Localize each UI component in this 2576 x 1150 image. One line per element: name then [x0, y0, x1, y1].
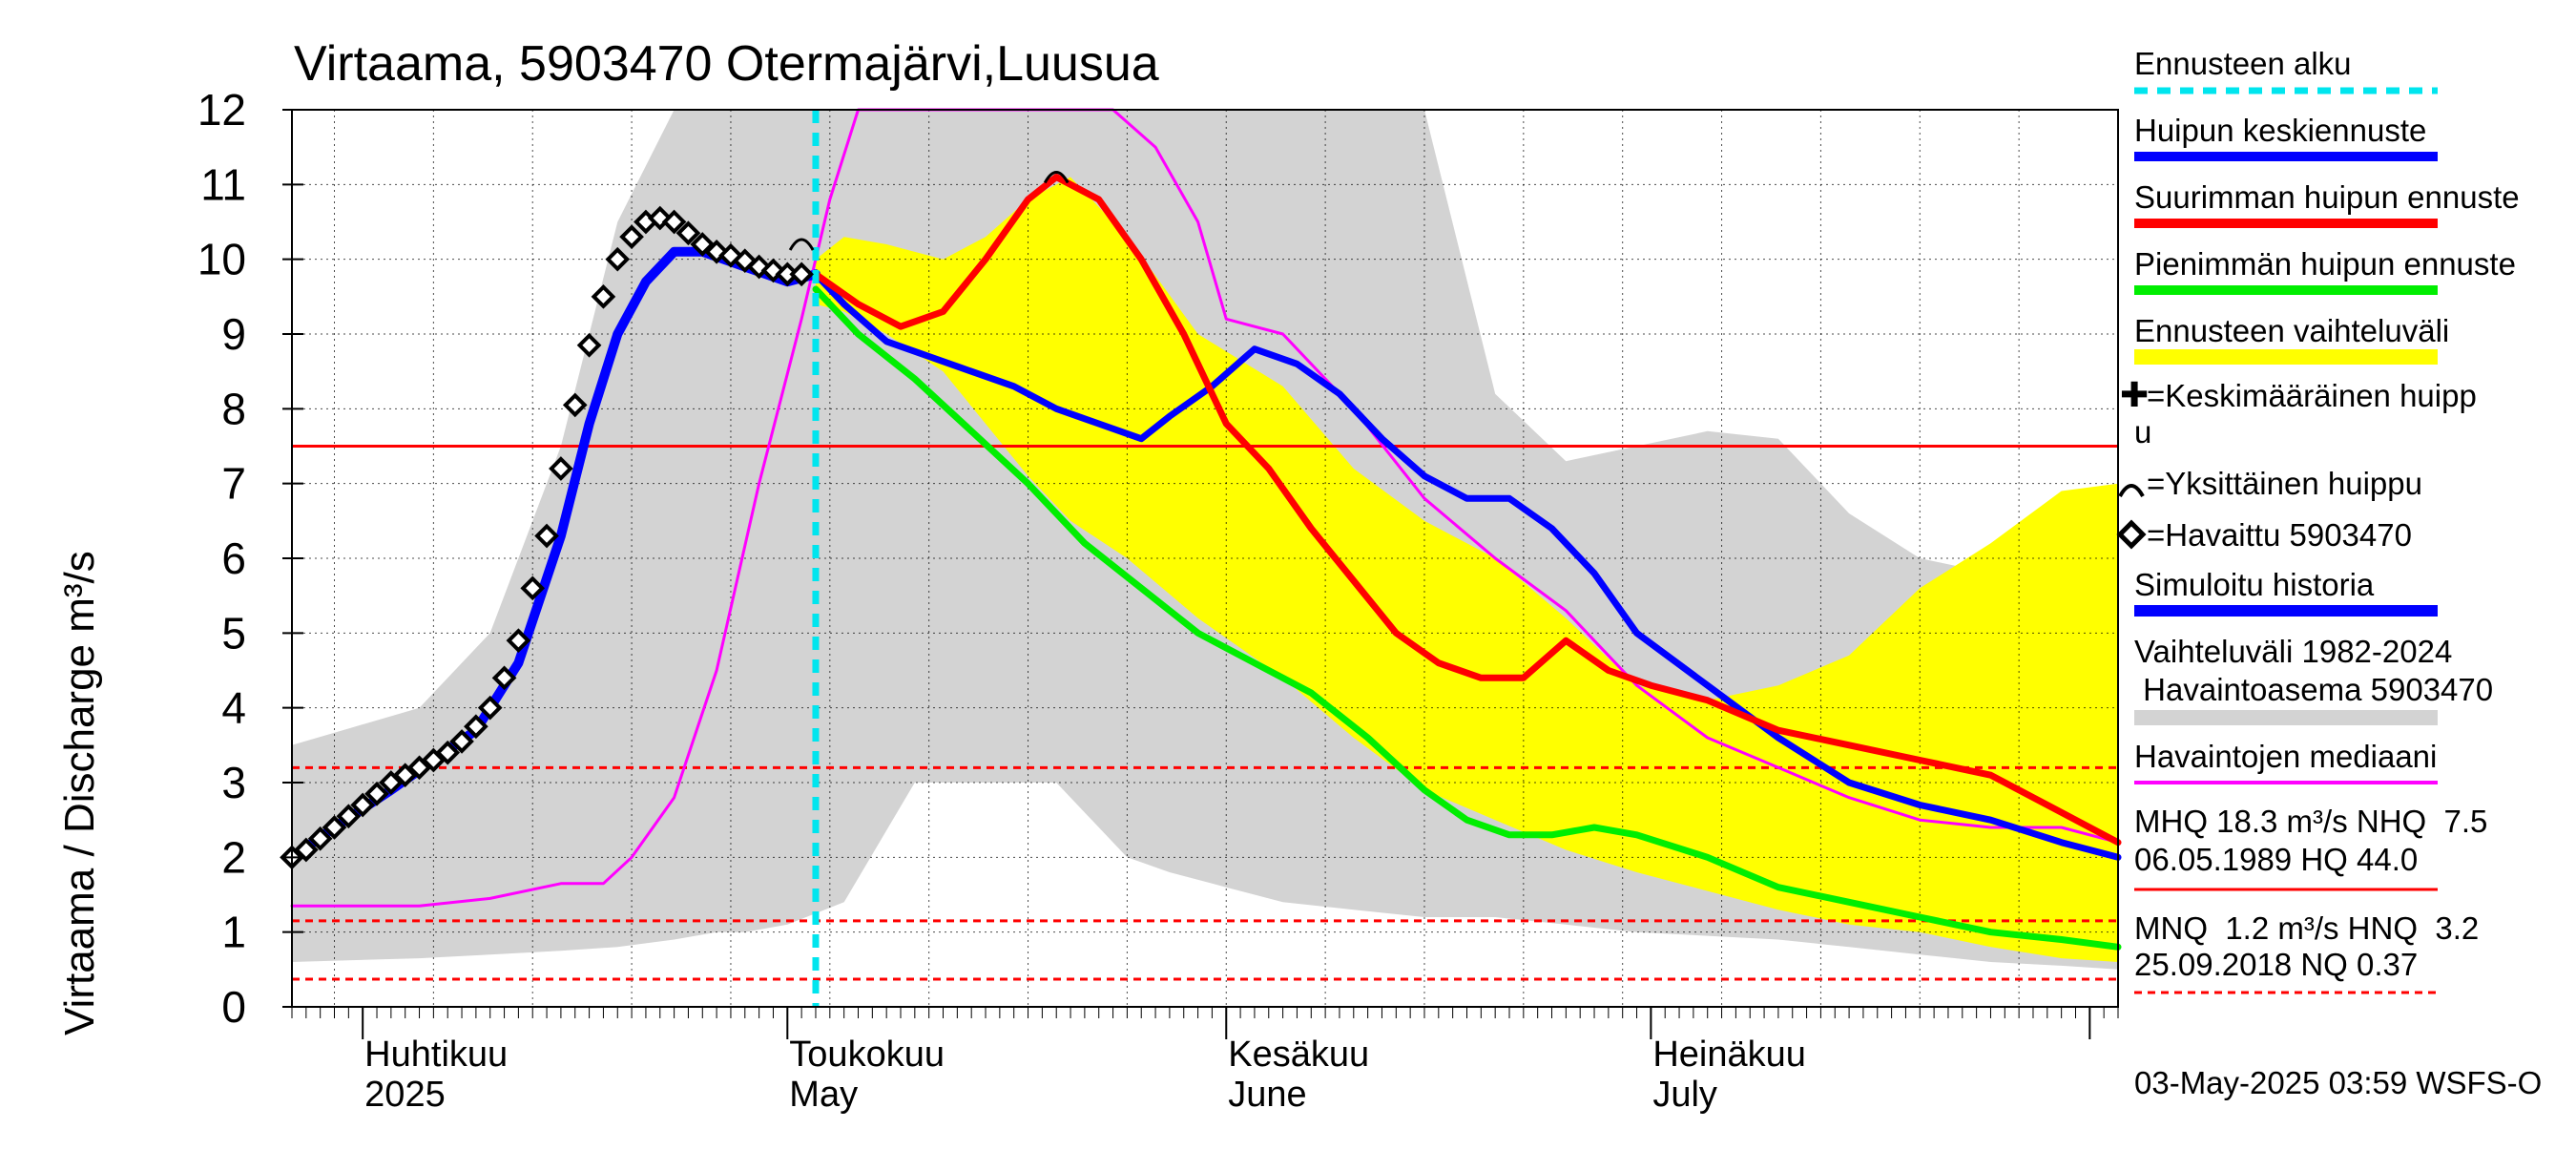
- observed-point: [477, 695, 503, 721]
- observed-point: [605, 246, 631, 272]
- legend-mean-peak-l1: =Keskimääräinen huipp: [2147, 378, 2477, 413]
- observed-point: [549, 456, 573, 481]
- x-tick-sublabel: July: [1652, 1075, 1717, 1115]
- series-huipun-keskiennuste: [812, 270, 2122, 861]
- legend-label-3: Pienimmän huipun ennuste: [2134, 246, 2516, 282]
- chart-title: Virtaama, 5903470 Otermajärvi,Luusua: [294, 36, 1159, 92]
- observed-point: [435, 740, 461, 765]
- legend-median: Havaintojen mediaani: [2134, 739, 2437, 774]
- y-tick-label: 12: [197, 85, 246, 135]
- y-tick-label: 0: [221, 982, 246, 1032]
- legend-label-2: Suurimman huipun ennuste: [2134, 179, 2520, 215]
- legend-label-4: Ennusteen vaihteluväli: [2134, 313, 2449, 348]
- observed-point: [562, 392, 588, 418]
- legend-label-1: Huipun keskiennuste: [2134, 113, 2426, 148]
- observed-point: [491, 665, 517, 691]
- peak-arc-icon: [2118, 484, 2145, 498]
- observed-point: [534, 523, 559, 549]
- y-tick-label: 11: [200, 159, 246, 209]
- diamond-icon: [2116, 519, 2147, 550]
- legend-observed: =Havaittu 5903470: [2147, 517, 2412, 553]
- observed-point: [576, 332, 602, 358]
- x-tick-label: Kesäkuu: [1228, 1035, 1369, 1075]
- x-tick-label: Huhtikuu: [364, 1035, 508, 1075]
- y-tick-label: 2: [221, 832, 246, 882]
- y-tick-label: 10: [197, 235, 246, 284]
- observed-point: [520, 575, 546, 601]
- legend-single-peak: =Yksittäinen huippu: [2147, 466, 2422, 501]
- legend-stats1-l1: MHQ 18.3 m³/s NHQ 7.5: [2134, 804, 2487, 839]
- observation-markers: [280, 171, 1070, 870]
- observed-point: [336, 804, 362, 829]
- legend-stats1-l2: 06.05.1989 HQ 44.0: [2134, 842, 2418, 877]
- observed-point: [322, 815, 347, 840]
- y-tick-label: 6: [221, 533, 246, 583]
- observed-point: [746, 254, 772, 280]
- y-tick-label: 3: [221, 758, 246, 807]
- legend-stats2-l2: 25.09.2018 NQ 0.37: [2134, 947, 2418, 982]
- y-tick-label: 9: [221, 309, 246, 359]
- observed-point: [591, 284, 616, 309]
- y-tick-label: 1: [221, 908, 246, 957]
- observed-point: [661, 209, 687, 235]
- observed-point: [294, 837, 319, 863]
- footer-timestamp: 03-May-2025 03:59 WSFS-O: [2134, 1065, 2542, 1100]
- legend-mean-peak-l2: u: [2134, 414, 2151, 450]
- observed-point: [506, 628, 531, 653]
- observed-point: [464, 714, 488, 740]
- y-tick-label: 8: [221, 384, 246, 433]
- legend-range-l2: Havaintoasema 5903470: [2134, 672, 2493, 707]
- peak-marker: [1043, 171, 1070, 184]
- reference-lines: [292, 445, 2118, 981]
- y-axis-label: Virtaama / Discharge m³/s: [56, 551, 103, 1035]
- x-tick-label: Heinäkuu: [1652, 1035, 1806, 1075]
- series-pienimm-n-huipun-ennuste: [812, 285, 2122, 951]
- legend-label-0: Ennusteen alku: [2134, 46, 2352, 81]
- observed-point: [364, 781, 389, 806]
- legend: Ennusteen alku Huipun keskiennuste Suuri…: [2116, 46, 2542, 1100]
- legend-simulated: Simuloitu historia: [2134, 567, 2375, 602]
- y-tick-label: 5: [221, 608, 246, 658]
- y-tick-label: 4: [221, 683, 246, 733]
- observed-point: [760, 258, 786, 283]
- peak-marker: [788, 238, 815, 251]
- observed-point: [350, 792, 376, 818]
- x-tick-sublabel: June: [1228, 1075, 1306, 1115]
- series-suurimman-huipun-ennuste: [812, 174, 2122, 847]
- y-tick-label: 7: [221, 459, 246, 509]
- band-layer: [292, 110, 2118, 970]
- legend-range-l1: Vaihteluväli 1982-2024: [2134, 634, 2452, 669]
- x-tick-sublabel: 2025: [364, 1075, 446, 1115]
- observed-point: [675, 220, 701, 246]
- x-tick-sublabel: May: [789, 1075, 858, 1115]
- observed-point: [789, 261, 814, 287]
- x-tick-label: Toukokuu: [789, 1035, 945, 1075]
- plus-icon: ✚: [2120, 375, 2149, 414]
- observed-point: [619, 224, 644, 249]
- legend-stats2-l1: MNQ 1.2 m³/s HNQ 3.2: [2134, 910, 2479, 946]
- band-ennusteen-vaihteluv-li: [816, 177, 2118, 962]
- observed-point: [307, 826, 333, 851]
- observed-point: [449, 729, 474, 754]
